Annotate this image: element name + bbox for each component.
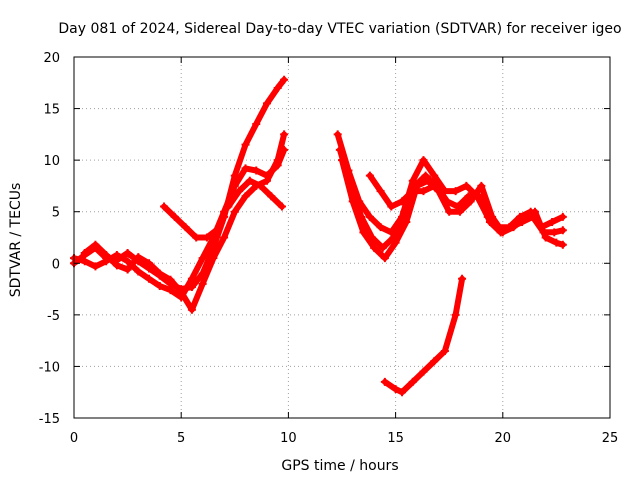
x-axis-label: GPS time / hours [281, 458, 398, 474]
x-tick-label: 15 [387, 431, 404, 446]
x-tick-label: 20 [495, 431, 512, 446]
y-tick-label: 0 [52, 257, 60, 272]
grid [74, 57, 610, 418]
x-tick-label: 25 [602, 431, 619, 446]
y-axis-label: SDTVAR / TECUs [8, 183, 24, 298]
series-track-j [381, 275, 466, 396]
y-tick-label: -15 [39, 412, 60, 427]
data-series [70, 76, 567, 397]
x-tick-label: 0 [70, 431, 78, 446]
x-tick-label: 10 [280, 431, 297, 446]
y-tick-label: 20 [43, 51, 60, 66]
series-track-h [338, 156, 567, 262]
chart-title: Day 081 of 2024, Sidereal Day-to-day VTE… [58, 21, 621, 37]
x-tick-label: 5 [177, 431, 185, 446]
y-tick-label: 15 [43, 103, 60, 118]
sdtvar-chart: Day 081 of 2024, Sidereal Day-to-day VTE… [0, 0, 640, 480]
series-track-g [336, 146, 567, 252]
series-track-d [160, 203, 222, 242]
y-tick-label: 10 [43, 154, 60, 169]
series-line [340, 150, 563, 248]
y-tick-label: -10 [39, 360, 60, 375]
plot-frame [74, 57, 610, 418]
axis-ticks: 0 5 10 15 20 25 -15 -10 -5 0 5 10 15 20 [39, 51, 619, 446]
y-tick-label: -5 [47, 309, 60, 324]
y-tick-label: 5 [52, 206, 60, 221]
